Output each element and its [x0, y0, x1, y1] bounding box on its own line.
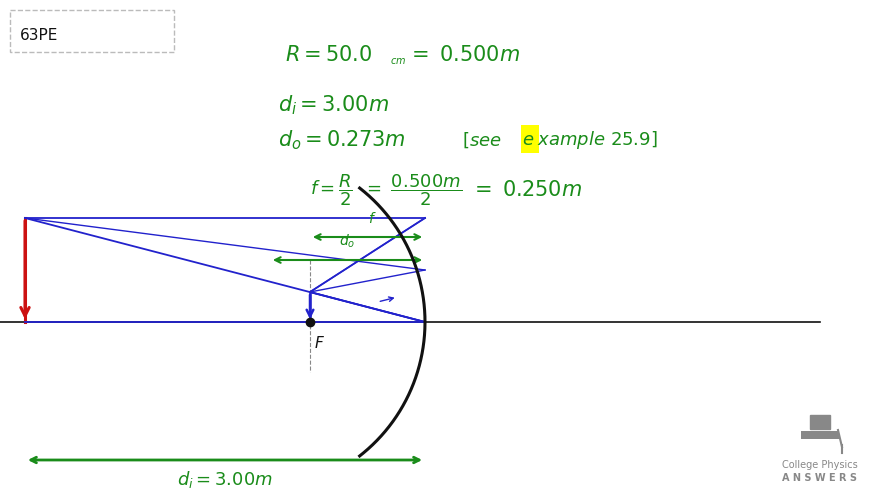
- Text: F: F: [315, 337, 323, 352]
- Text: $d_i = 3.00m$: $d_i = 3.00m$: [278, 93, 389, 117]
- FancyBboxPatch shape: [810, 415, 830, 429]
- Text: $e$: $e$: [522, 131, 534, 149]
- Text: $d_i = 3.00m$: $d_i = 3.00m$: [177, 469, 273, 490]
- FancyBboxPatch shape: [10, 10, 174, 52]
- Text: $d_o = 0.273m$: $d_o = 0.273m$: [278, 128, 406, 152]
- Bar: [801, 431, 839, 439]
- Text: $_{cm}$: $_{cm}$: [390, 53, 406, 67]
- Text: A N S W E R S: A N S W E R S: [782, 473, 857, 483]
- Text: $d_o$: $d_o$: [340, 233, 356, 250]
- Text: 63PE: 63PE: [20, 28, 58, 42]
- Text: $f$: $f$: [368, 211, 377, 226]
- Bar: [521, 125, 539, 153]
- Text: College Physics: College Physics: [782, 460, 857, 470]
- Text: $= \ 0.250m$: $= \ 0.250m$: [470, 180, 582, 200]
- Text: $R = 50.0$: $R = 50.0$: [285, 45, 372, 65]
- Text: $= \ 0.500m$: $= \ 0.500m$: [407, 45, 520, 65]
- Text: $f = \dfrac{R}{2}$: $f = \dfrac{R}{2}$: [310, 172, 353, 208]
- Text: $xample\ 25.9]$: $xample\ 25.9]$: [537, 129, 658, 151]
- Text: $= \ \dfrac{0.500m}{2}$: $= \ \dfrac{0.500m}{2}$: [363, 172, 462, 208]
- Text: $[see\ $: $[see\ $: [462, 130, 502, 150]
